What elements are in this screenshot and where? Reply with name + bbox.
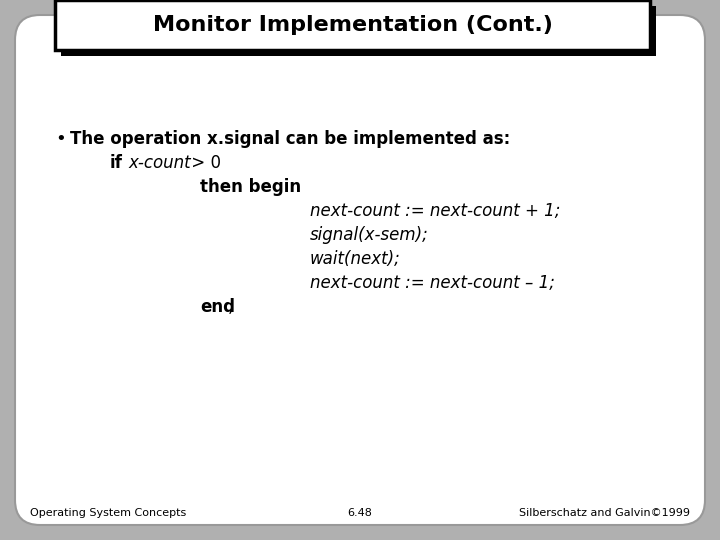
Text: then begin: then begin bbox=[200, 178, 301, 196]
FancyBboxPatch shape bbox=[55, 0, 650, 50]
Text: •: • bbox=[55, 130, 66, 148]
FancyBboxPatch shape bbox=[61, 6, 656, 56]
Text: if: if bbox=[110, 154, 123, 172]
FancyBboxPatch shape bbox=[15, 15, 705, 525]
Text: 6.48: 6.48 bbox=[348, 508, 372, 518]
Text: > 0: > 0 bbox=[186, 154, 221, 172]
Text: wait(next);: wait(next); bbox=[310, 250, 401, 268]
Text: Operating System Concepts: Operating System Concepts bbox=[30, 508, 186, 518]
Text: The operation x.signal can be implemented as:: The operation x.signal can be implemente… bbox=[70, 130, 510, 148]
Text: end: end bbox=[200, 298, 235, 316]
Text: x-count: x-count bbox=[128, 154, 191, 172]
Text: signal(x-sem);: signal(x-sem); bbox=[310, 226, 428, 244]
Text: next-count := next-count + 1;: next-count := next-count + 1; bbox=[310, 202, 560, 220]
Text: ;: ; bbox=[228, 298, 234, 316]
Text: Monitor Implementation (Cont.): Monitor Implementation (Cont.) bbox=[153, 15, 552, 35]
Text: Silberschatz and Galvin©1999: Silberschatz and Galvin©1999 bbox=[519, 508, 690, 518]
Text: next-count := next-count – 1;: next-count := next-count – 1; bbox=[310, 274, 555, 292]
